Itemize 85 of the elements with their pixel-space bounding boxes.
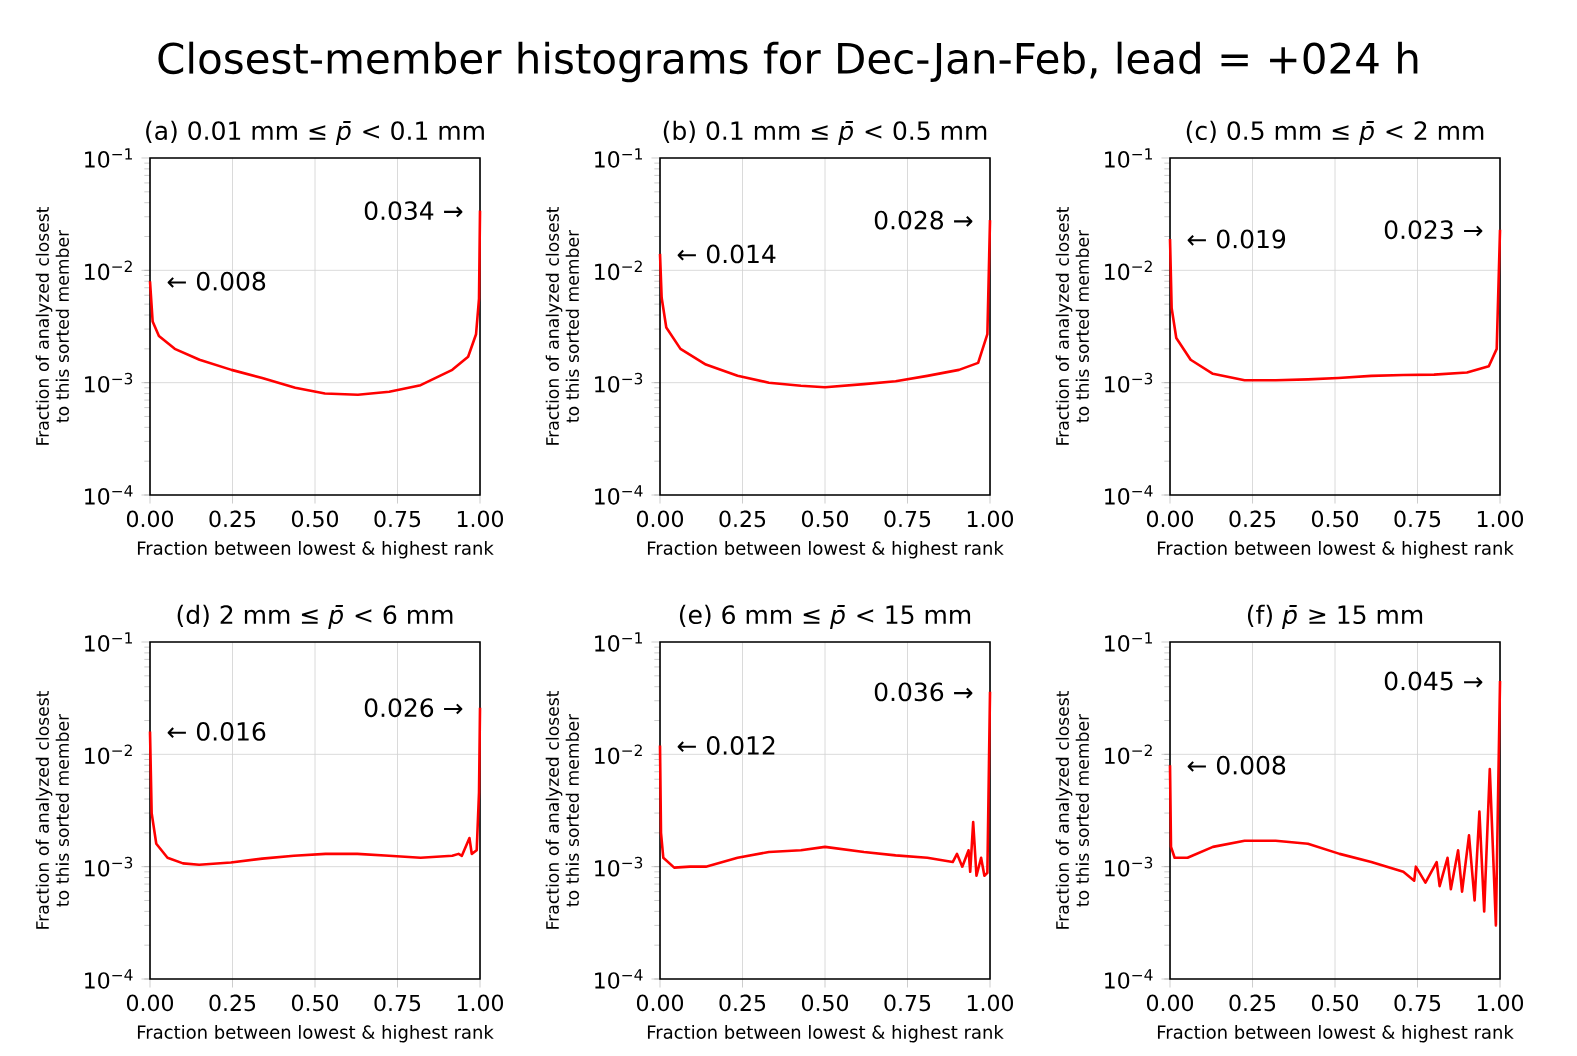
y-tick-label: 10$^{−4}$	[595, 485, 643, 505]
annotation: 0.045 →	[1384, 671, 1483, 691]
x-tick-label: 0.75	[884, 510, 931, 528]
chart-subtitle: (d) 2 mm ≤ p̄ < 6 mm	[177, 604, 453, 629]
x-tick-label: 0.00	[636, 510, 684, 528]
annotation: ← 0.014	[677, 244, 776, 264]
x-tick-label: 0.25	[719, 510, 766, 528]
x-tick-label: 0.00	[1146, 994, 1194, 1012]
x-tick-label: 0.50	[1311, 510, 1359, 528]
x-tick-label: 0.25	[209, 510, 256, 528]
chart-subtitle: (c) 0.5 mm ≤ p̄ < 2 mm	[1186, 120, 1484, 145]
annotation: 0.026 →	[364, 698, 463, 718]
y-tick-label: 10$^{−2}$	[85, 744, 132, 765]
x-tick-label: 0.00	[636, 994, 684, 1012]
annotation: ← 0.008	[167, 271, 266, 291]
y-tick-label: 10$^{−4}$	[85, 485, 133, 505]
x-axis-title: Fraction between lowest & highest rank	[647, 540, 1004, 559]
x-tick-label: 0.75	[374, 510, 421, 528]
y-axis-title: Fraction of analyzed closest to this sorted member	[545, 206, 579, 445]
x-tick-label: 1.00	[457, 510, 504, 528]
y-tick-label: 10$^{−4}$	[1105, 969, 1153, 989]
x-tick-label: 0.25	[1229, 510, 1276, 528]
chart-subtitle: (b) 0.1 mm ≤ p̄ < 0.5 mm	[663, 120, 987, 145]
x-tick-label: 0.50	[801, 510, 849, 528]
y-tick-label: 10$^{−2}$	[595, 260, 642, 281]
annotation: 0.023 →	[1384, 220, 1483, 240]
x-tick-label: 1.00	[1477, 510, 1524, 528]
x-tick-label: 1.00	[967, 994, 1014, 1012]
x-axis-title: Fraction between lowest & highest rank	[647, 1024, 1004, 1043]
y-axis-title: Fraction of analyzed closest to this sorted member	[35, 206, 69, 445]
x-tick-label: 0.50	[291, 510, 339, 528]
y-axis-title: Fraction of analyzed closest to this sorted member	[35, 690, 69, 929]
x-tick-label: 0.75	[1394, 994, 1441, 1012]
y-tick-label: 10$^{−1}$	[85, 148, 132, 168]
y-tick-label: 10$^{−3}$	[595, 372, 643, 393]
chart-subtitle: (e) 6 mm ≤ p̄ < 15 mm	[679, 604, 971, 629]
y-tick-label: 10$^{−1}$	[1105, 632, 1152, 652]
y-tick-label: 10$^{−2}$	[1105, 260, 1152, 281]
x-tick-label: 1.00	[1477, 994, 1524, 1012]
text: Closest-member histograms for Dec-Jan-Feb, lead = +024 h	[158, 41, 1418, 83]
x-tick-label: 0.25	[719, 994, 766, 1012]
x-tick-label: 1.00	[457, 994, 504, 1012]
y-tick-label: 10$^{−3}$	[85, 372, 133, 393]
x-tick-label: 0.00	[126, 510, 174, 528]
x-tick-label: 1.00	[967, 510, 1014, 528]
annotation: ← 0.008	[1187, 755, 1286, 775]
y-tick-label: 10$^{−2}$	[1105, 744, 1152, 765]
y-tick-label: 10$^{−1}$	[595, 148, 642, 168]
y-tick-label: 10$^{−3}$	[1105, 856, 1153, 877]
y-tick-label: 10$^{−4}$	[595, 969, 643, 989]
y-tick-label: 10$^{−2}$	[85, 260, 132, 281]
y-tick-label: 10$^{−1}$	[1105, 148, 1152, 168]
annotation: ← 0.019	[1187, 229, 1286, 249]
x-tick-label: 0.50	[801, 994, 849, 1012]
y-axis-title: Fraction of analyzed closest to this sorted member	[545, 690, 579, 929]
x-tick-label: 0.25	[209, 994, 256, 1012]
chart-subtitle: (a) 0.01 mm ≤ p̄ < 0.1 mm	[146, 120, 484, 145]
x-tick-label: 0.75	[1394, 510, 1441, 528]
y-tick-label: 10$^{−3}$	[595, 856, 643, 877]
x-axis-title: Fraction between lowest & highest rank	[1157, 540, 1514, 559]
x-axis-title: Fraction between lowest & highest rank	[1157, 1024, 1514, 1043]
x-tick-label: 0.00	[1146, 510, 1194, 528]
x-axis-title: Fraction between lowest & highest rank	[137, 1024, 494, 1043]
annotation: 0.028 →	[874, 210, 973, 230]
y-axis-title: Fraction of analyzed closest to this sorted member	[1055, 690, 1089, 929]
x-tick-label: 0.50	[1311, 994, 1359, 1012]
y-tick-label: 10$^{−1}$	[595, 632, 642, 652]
annotation: ← 0.012	[677, 735, 775, 755]
x-tick-label: 0.75	[884, 994, 931, 1012]
annotation: 0.034 →	[364, 201, 463, 221]
chart-subtitle: (f) p̄ ≥ 15 mm	[1247, 604, 1423, 629]
x-tick-label: 0.50	[291, 994, 339, 1012]
y-tick-label: 10$^{−4}$	[1105, 485, 1153, 505]
y-tick-label: 10$^{−3}$	[1105, 372, 1153, 393]
y-tick-label: 10$^{−3}$	[85, 856, 133, 877]
y-tick-label: 10$^{−4}$	[85, 969, 133, 989]
annotation: ← 0.016	[167, 721, 266, 741]
x-tick-label: 0.75	[374, 994, 421, 1012]
y-axis-title: Fraction of analyzed closest to this sorted member	[1055, 206, 1089, 445]
y-tick-label: 10$^{−1}$	[85, 632, 132, 652]
annotation: 0.036 →	[874, 682, 973, 702]
x-axis-title: Fraction between lowest & highest rank	[137, 540, 494, 559]
x-tick-label: 0.00	[126, 994, 174, 1012]
y-tick-label: 10$^{−2}$	[595, 744, 642, 765]
x-tick-label: 0.25	[1229, 994, 1276, 1012]
